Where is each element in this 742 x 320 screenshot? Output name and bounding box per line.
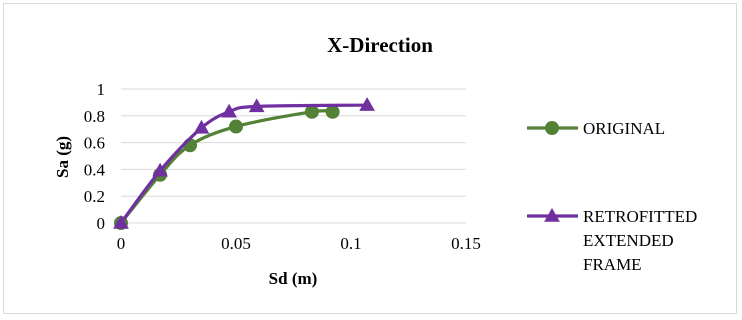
y-tick-label: 0.4 xyxy=(84,160,106,179)
data-point xyxy=(304,104,319,119)
x-axis-title: Sd (m) xyxy=(269,269,318,288)
legend: ORIGINAL RETROFITTED EXTENDED FRAME xyxy=(527,119,697,274)
gridlines xyxy=(121,88,466,197)
series xyxy=(113,97,375,230)
legend-marker xyxy=(544,207,560,222)
chart-frame xyxy=(3,3,737,314)
data-point xyxy=(221,103,237,118)
legend-item-2: RETROFITTED EXTENDED FRAME xyxy=(527,207,697,274)
x-tick-label: 0.1 xyxy=(340,234,361,253)
data-point xyxy=(229,119,243,134)
data-point xyxy=(325,104,340,119)
data-point xyxy=(193,119,210,134)
chart-title: X-Direction xyxy=(327,33,433,57)
x-tick-label: 0.05 xyxy=(221,234,251,253)
series-2 xyxy=(113,97,375,229)
data-point xyxy=(248,98,265,113)
legend-label: FRAME xyxy=(583,255,642,274)
series-1 xyxy=(114,104,340,230)
x-tick-label: 0.15 xyxy=(451,234,481,253)
data-point xyxy=(152,162,168,177)
data-point xyxy=(113,214,129,229)
series-line xyxy=(119,109,335,225)
data-point xyxy=(359,97,375,111)
y-tick-label: 0 xyxy=(97,214,106,233)
series-line xyxy=(119,103,369,225)
y-tick-label: 0.2 xyxy=(84,187,105,206)
legend-label: EXTENDED xyxy=(583,231,674,250)
legend-marker xyxy=(545,121,559,135)
legend-label: RETROFITTED xyxy=(583,207,697,226)
y-axis-title: Sa (g) xyxy=(53,136,72,178)
legend-item-1: ORIGINAL xyxy=(527,119,665,138)
tick-labels: 0 0.2 0.4 0.6 0.8 1 0 0.05 0.1 0.15 xyxy=(84,80,481,253)
x-tick-label: 0 xyxy=(117,234,126,253)
legend-label: ORIGINAL xyxy=(583,119,665,138)
y-tick-label: 0.6 xyxy=(84,134,105,153)
y-tick-label: 1 xyxy=(97,80,106,99)
y-tick-label: 0.8 xyxy=(84,107,105,126)
